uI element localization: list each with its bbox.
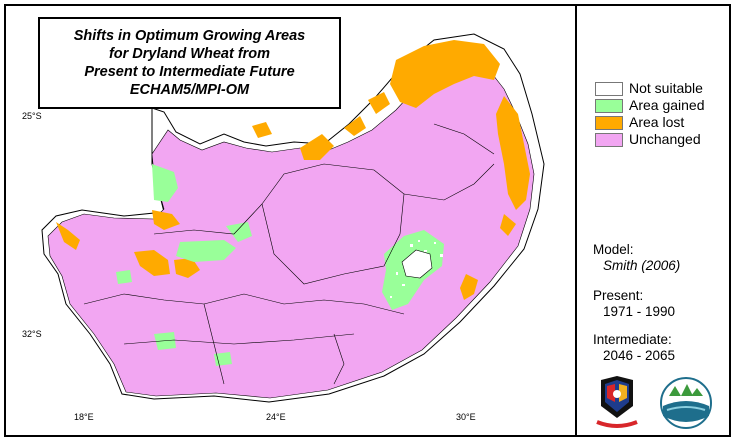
scattered-pixels bbox=[390, 240, 443, 298]
map-panel: Shifts in Optimum Growing Areas for Dryl… bbox=[4, 4, 577, 437]
area-lost-regions bbox=[56, 40, 530, 300]
legend-label: Area lost bbox=[629, 114, 685, 130]
longitude-label-mid: 24°E bbox=[266, 412, 286, 422]
latitude-label-top: 25°S bbox=[22, 111, 42, 121]
title-line-4: ECHAM5/MPI-OM bbox=[129, 82, 250, 98]
legend-label: Not suitable bbox=[629, 80, 703, 96]
district-boundaries bbox=[83, 123, 495, 385]
environment-logo bbox=[660, 377, 712, 429]
title-line-3: Present to Intermediate Future bbox=[84, 64, 295, 80]
legend-swatch bbox=[595, 116, 623, 130]
intermediate-label: Intermediate: bbox=[593, 332, 672, 347]
present-label: Present: bbox=[593, 288, 644, 303]
longitude-label-left: 18°E bbox=[74, 412, 94, 422]
longitude-label-right: 30°E bbox=[456, 412, 476, 422]
legend-swatch bbox=[595, 82, 623, 96]
legend-label: Unchanged bbox=[629, 131, 701, 147]
model-value: Smith (2006) bbox=[603, 258, 681, 273]
latitude-label-bottom: 32°S bbox=[22, 329, 42, 339]
legend-label: Area gained bbox=[629, 97, 705, 113]
present-value: 1971 - 1990 bbox=[603, 304, 676, 319]
south-africa-map bbox=[41, 33, 545, 403]
legend-swatch bbox=[595, 133, 623, 147]
map-title-box: Shifts in Optimum Growing Areas for Dryl… bbox=[38, 17, 341, 109]
side-panel: Not suitable Area gained Area lost Uncha… bbox=[579, 4, 731, 437]
title-line-2: for Dryland Wheat from bbox=[108, 46, 271, 62]
model-label: Model: bbox=[593, 242, 634, 257]
title-line-1: Shifts in Optimum Growing Areas bbox=[73, 28, 306, 44]
legend-swatch bbox=[595, 99, 623, 113]
lesotho-region bbox=[401, 249, 433, 279]
institution-logo bbox=[596, 376, 638, 428]
intermediate-value: 2046 - 2065 bbox=[603, 348, 676, 363]
